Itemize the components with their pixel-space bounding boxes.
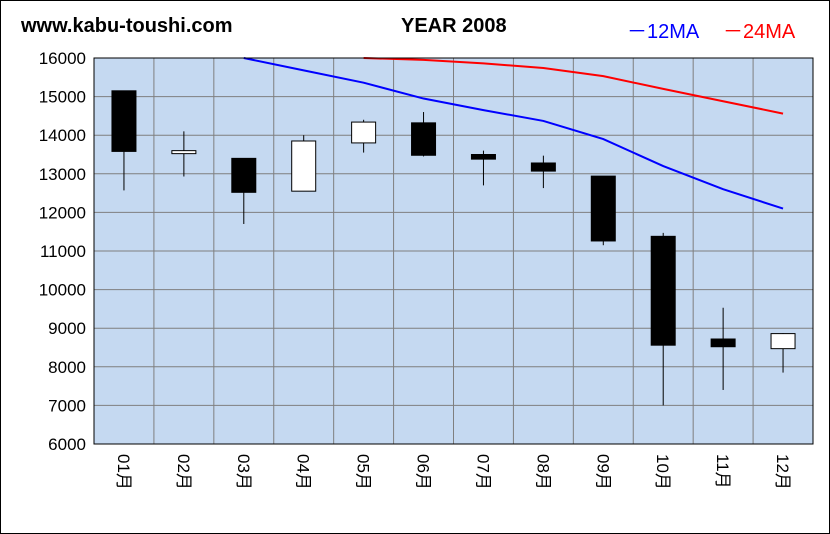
y-tick-label: 15000	[39, 88, 86, 107]
candle-body	[411, 122, 437, 156]
candle-body	[231, 157, 257, 193]
candle-body	[291, 140, 317, 192]
x-tick-label: 11月	[713, 454, 732, 489]
x-tick-label: 10月	[653, 454, 672, 490]
candle-body	[351, 121, 377, 144]
candle-body	[530, 162, 556, 172]
candle-body	[710, 338, 736, 348]
y-tick-label: 12000	[39, 203, 86, 222]
candle-body	[650, 235, 676, 346]
legend-ma24: －24MA	[723, 21, 796, 43]
x-tick-label: 04月	[294, 454, 313, 490]
ma-line-12ma	[243, 57, 784, 210]
x-tick-label: 01月	[114, 454, 133, 490]
x-tick-label: 07月	[473, 454, 492, 490]
y-tick-label: 10000	[39, 281, 86, 300]
ma-line-24ma	[363, 57, 784, 115]
x-tick-label: 12月	[773, 454, 792, 490]
y-tick-label: 16000	[39, 49, 86, 68]
candle-body	[111, 90, 137, 152]
y-tick-label: 11000	[40, 242, 86, 261]
x-tick-label: 09月	[593, 454, 612, 490]
x-axis-ticks: 01月 02月 03月 04月 05月 06月 07月 08月 09月 10月 11月 12月	[114, 454, 792, 490]
candle-body	[590, 175, 616, 242]
x-tick-label: 06月	[414, 454, 433, 490]
candle-body	[171, 150, 197, 155]
plot-border	[93, 57, 814, 445]
x-tick-label: 08月	[533, 454, 552, 490]
x-tick-label: 03月	[234, 454, 253, 490]
y-tick-label: 8000	[48, 358, 86, 377]
candles	[111, 90, 796, 406]
y-tick-label: 9000	[48, 319, 86, 338]
y-tick-label: 7000	[48, 396, 86, 415]
x-tick-label: 05月	[354, 454, 373, 490]
legend-ma12: －12MA	[627, 21, 700, 43]
y-axis-ticks: 6000 7000 8000 9000 10000 11000 12000 13000 1400…	[39, 49, 86, 454]
chart-title: YEAR 2008	[401, 15, 507, 37]
site-url: www.kabu-toushi.com	[21, 15, 233, 37]
y-tick-label: 14000	[39, 126, 86, 145]
x-tick-label: 02月	[174, 454, 193, 490]
candle-body	[770, 333, 796, 350]
candle-body	[470, 154, 496, 160]
y-tick-label: 13000	[39, 165, 86, 184]
y-tick-label: 6000	[48, 435, 86, 454]
moving-averages	[243, 57, 784, 210]
